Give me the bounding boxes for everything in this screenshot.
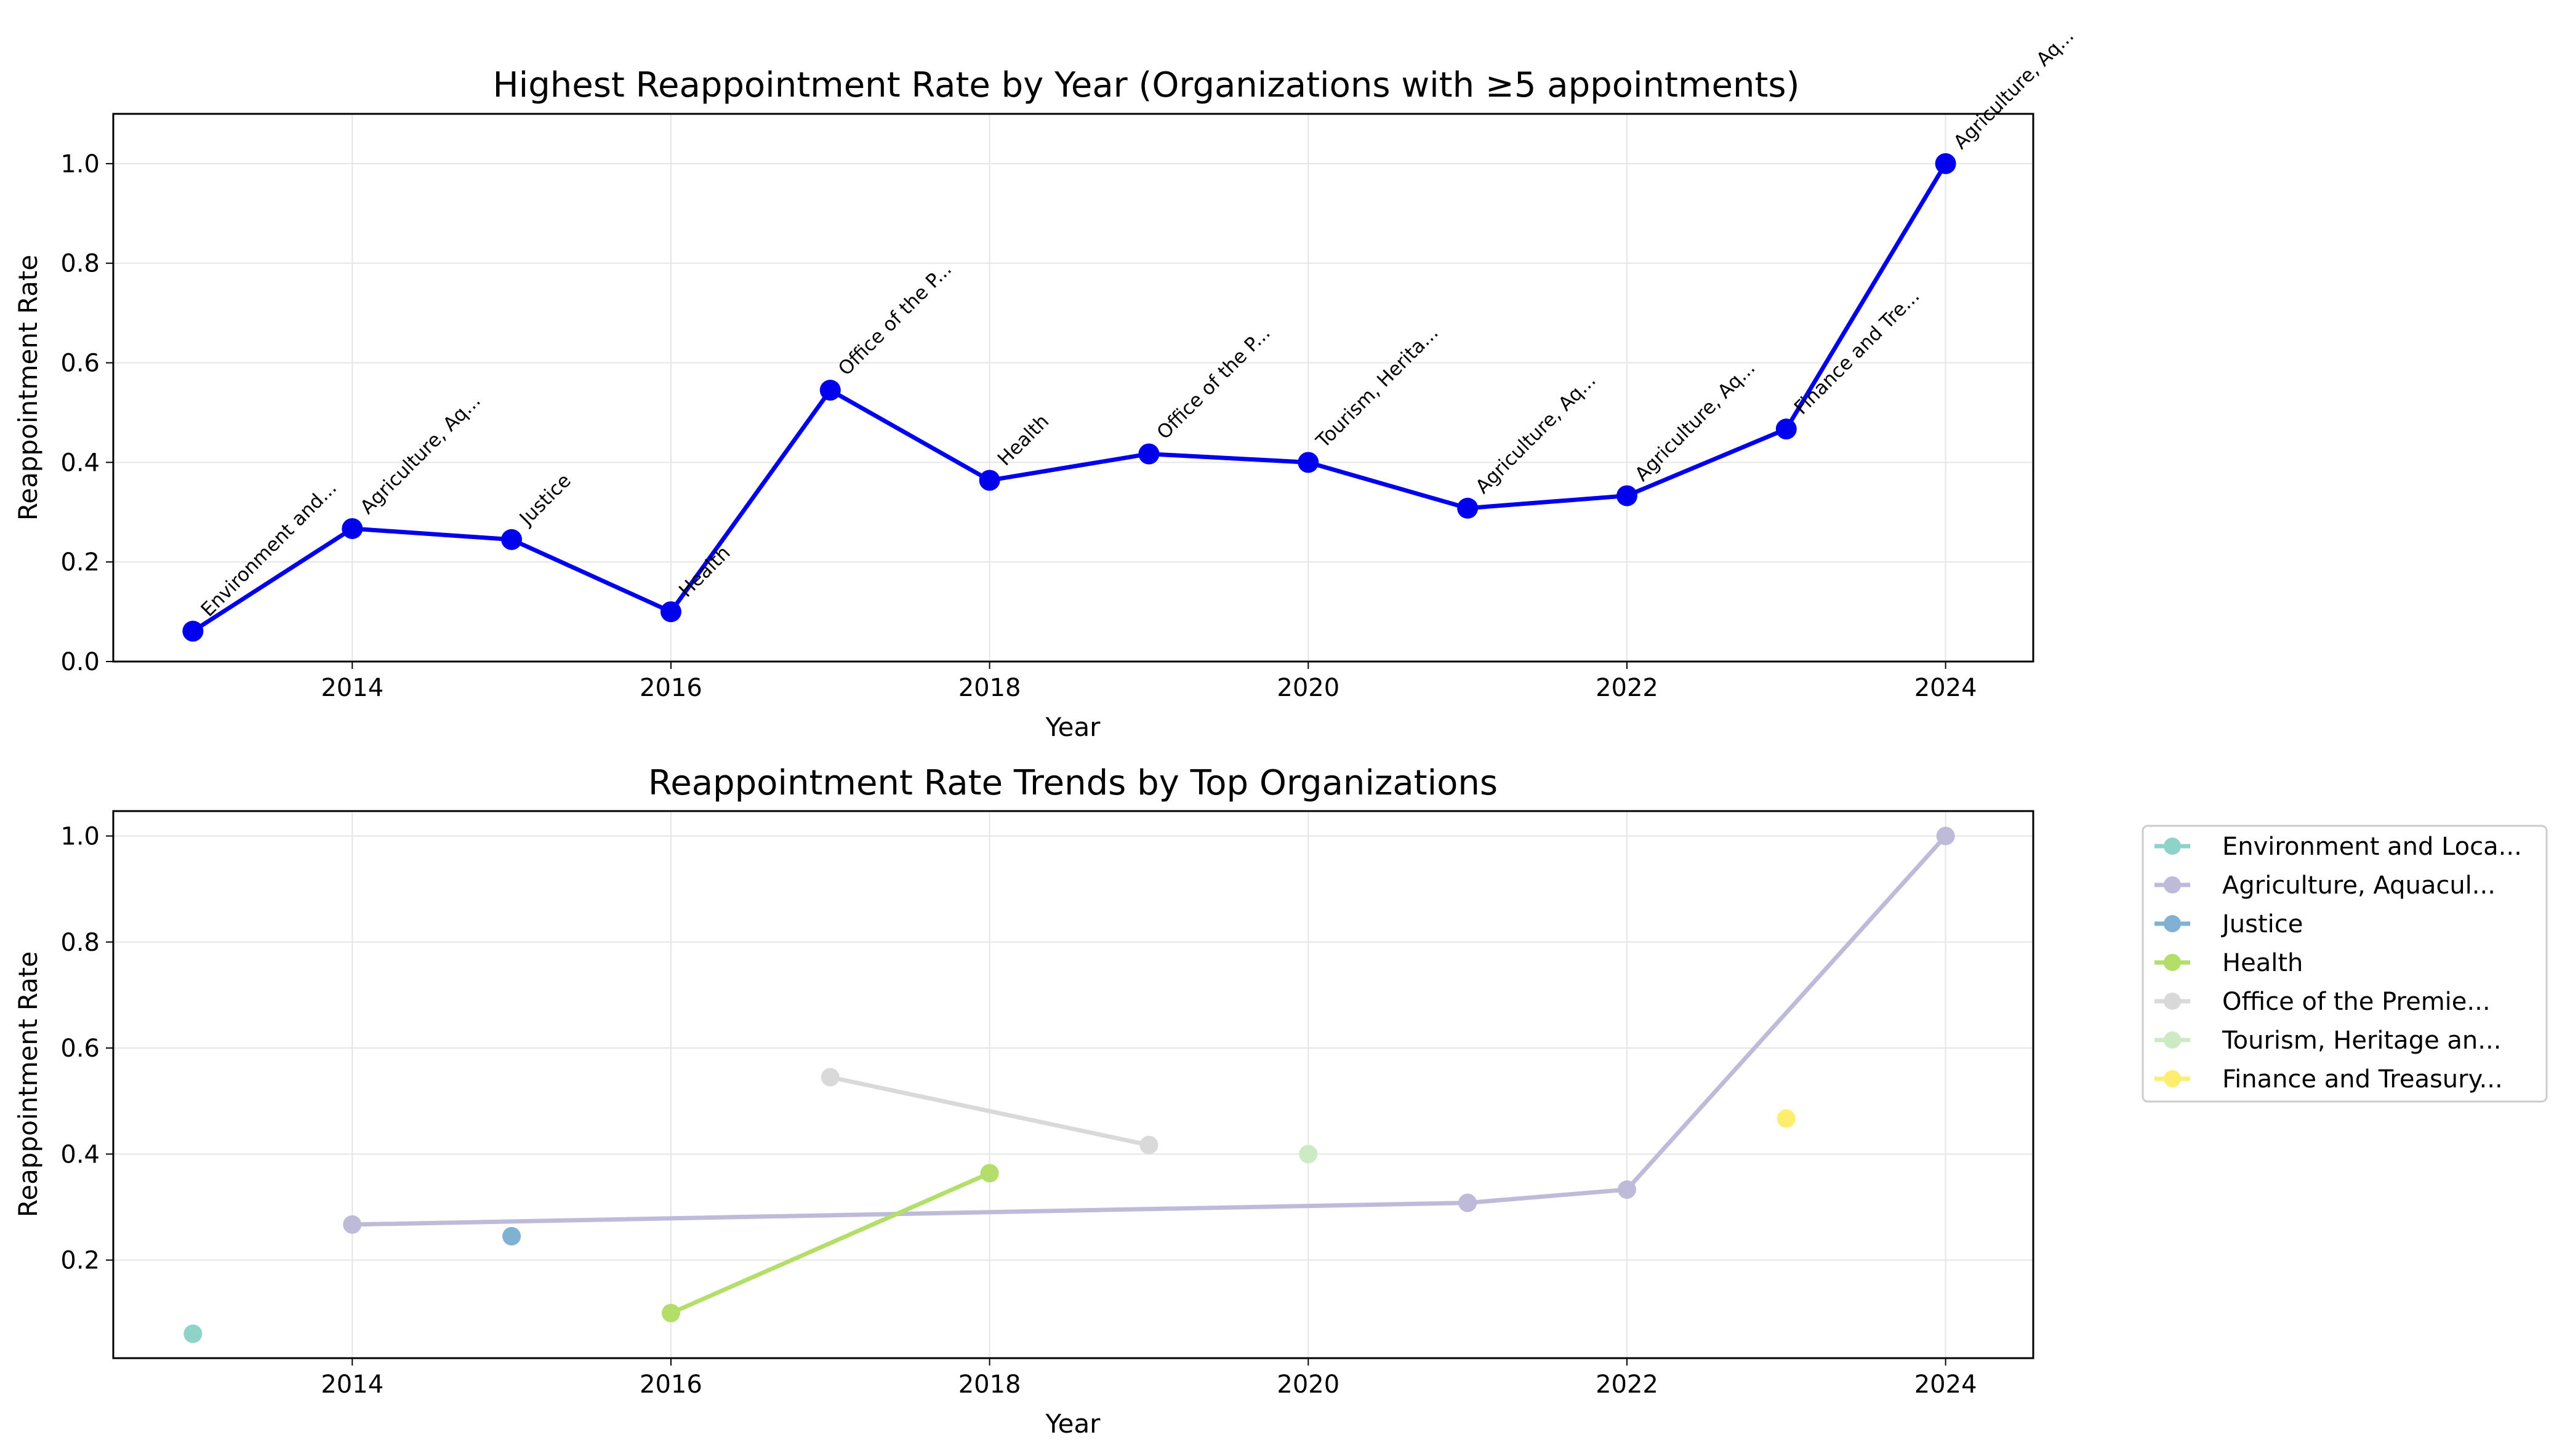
legend-marker-swatch — [2164, 993, 2181, 1010]
top-ytick-label: 0.6 — [60, 350, 100, 378]
top-point — [1138, 443, 1160, 465]
legend-label: Office of the Premie... — [2222, 988, 2491, 1016]
top-xtick-label: 2014 — [321, 674, 383, 702]
bottom-ytick-label: 0.8 — [60, 929, 100, 957]
legend-marker-swatch — [2164, 954, 2181, 971]
bottom-point — [1458, 1193, 1477, 1212]
legend-marker-swatch — [2164, 1070, 2181, 1087]
bottom-point — [1617, 1180, 1636, 1199]
legend: Environment and Loca... Agriculture, Aqua… — [2142, 825, 2548, 1103]
bottom-point — [502, 1226, 521, 1246]
top-ytick-label: 0.4 — [60, 449, 100, 477]
legend-label: Justice — [2220, 910, 2303, 938]
legend-label: Finance and Treasury... — [2222, 1065, 2503, 1094]
bottom-point — [183, 1324, 203, 1343]
bottom-chart-title: Reappointment Rate Trends by Top Organiz… — [648, 763, 1498, 803]
bottom-xtick-label: 2024 — [1914, 1370, 1977, 1399]
bottom-chart-ylabel: Reappointment Rate — [13, 951, 43, 1217]
bottom-chart-xlabel: Year — [1045, 1409, 1101, 1439]
top-point-label: Office of the P... — [834, 258, 956, 380]
top-series-line — [191, 162, 1948, 633]
bottom-xtick-label: 2020 — [1277, 1370, 1339, 1399]
top-point — [342, 518, 363, 539]
legend-label: Environment and Loca... — [2222, 833, 2522, 861]
top-chart-marks: Environment and...Agriculture, Aq... Just… — [182, 25, 2078, 642]
legend-label: Tourism, Heritage an... — [2222, 1026, 2501, 1055]
top-point — [660, 601, 681, 623]
bottom-point — [343, 1215, 362, 1234]
bottom-point — [821, 1068, 840, 1087]
bottom-point — [1777, 1109, 1796, 1128]
top-point — [1298, 452, 1319, 473]
bottom-xtick-label: 2022 — [1596, 1370, 1658, 1399]
legend-frame — [2142, 825, 2548, 1103]
bottom-point — [1299, 1145, 1318, 1164]
top-point — [182, 620, 204, 642]
legend-marker-swatch — [2164, 915, 2181, 932]
top-ytick-label: 0.0 — [60, 648, 100, 676]
top-chart-ylabel: Reappointment Rate — [13, 255, 43, 521]
legend-entries: Environment and Loca... Agriculture, Aqua… — [2154, 833, 2522, 1094]
top-chart-title: Highest Reappointment Rate by Year (Orga… — [493, 65, 1800, 105]
bottom-point — [980, 1164, 999, 1183]
top-point — [979, 470, 1000, 491]
bottom-chart-marks — [183, 826, 1955, 1343]
bottom-chart-frame — [112, 810, 2034, 1359]
bottom-xtick-label: 2016 — [640, 1370, 702, 1399]
top-point-label: Health — [994, 410, 1053, 470]
bottom-ytick-label: 0.6 — [60, 1034, 100, 1063]
top-ytick-label: 0.8 — [60, 250, 100, 278]
top-point — [1935, 153, 1956, 174]
bottom-point — [1139, 1135, 1159, 1154]
bottom-ytick-label: 1.0 — [60, 822, 100, 850]
bottom-ytick-label: 0.2 — [60, 1247, 100, 1275]
top-point — [1775, 418, 1797, 440]
bottom-series-line — [670, 1171, 991, 1315]
bottom-ytick-label: 0.4 — [60, 1140, 100, 1169]
top-xtick-label: 2020 — [1277, 674, 1339, 702]
bottom-xtick-label: 2014 — [321, 1370, 383, 1399]
legend-marker-swatch — [2164, 838, 2181, 855]
top-point-label: Justice — [515, 470, 576, 530]
top-chart-grid — [113, 114, 2033, 662]
top-point-label: Health — [675, 542, 734, 601]
bottom-series-line — [830, 1075, 1150, 1148]
legend-label: Agriculture, Aquacul... — [2222, 871, 2496, 900]
top-chart: Highest Reappointment Rate by Year (Orga… — [13, 25, 2078, 742]
top-point-label: Finance and Tre... — [1790, 285, 1924, 419]
top-point — [819, 380, 841, 401]
top-point — [501, 529, 523, 550]
top-chart-xlabel: Year — [1045, 712, 1101, 742]
top-xtick-label: 2018 — [958, 674, 1021, 702]
bottom-chart: Reappointment Rate Trends by Top Organiz… — [13, 763, 2034, 1439]
bottom-chart-grid — [113, 811, 2033, 1358]
legend-marker-swatch — [2164, 1031, 2181, 1049]
legend-label: Health — [2222, 949, 2303, 977]
top-point — [1616, 485, 1637, 506]
top-xtick-label: 2022 — [1596, 674, 1658, 702]
top-point-label: Office of the P... — [1153, 322, 1275, 444]
top-chart-ticks: 2014 2016 2018 2020 2022 2024 0.0 0.2 0.4 0.6 0.8 1… — [60, 150, 1977, 702]
top-ytick-label: 0.2 — [60, 548, 100, 577]
top-xtick-label: 2016 — [640, 674, 702, 702]
legend-marker-swatch — [2164, 876, 2181, 894]
top-point-label: Agriculture, Aq... — [1471, 369, 1600, 498]
bottom-chart-ticks: 2014 2016 2018 2020 2022 2024 0.2 0.4 0.6 0.8 1.0 — [60, 822, 1977, 1399]
bottom-point — [1936, 826, 1955, 846]
top-ytick-label: 1.0 — [60, 150, 100, 178]
top-chart-frame — [112, 113, 2034, 663]
top-point-label: Agriculture, Aq... — [1950, 25, 2078, 153]
bottom-point — [661, 1303, 680, 1322]
top-point — [1457, 497, 1479, 519]
bottom-xtick-label: 2018 — [958, 1370, 1021, 1399]
top-point-label: Tourism, Herita... — [1312, 322, 1443, 453]
top-xtick-label: 2024 — [1914, 674, 1977, 702]
bottom-series-line — [352, 834, 1948, 1227]
top-point-label: Agriculture, Aq... — [356, 390, 484, 518]
